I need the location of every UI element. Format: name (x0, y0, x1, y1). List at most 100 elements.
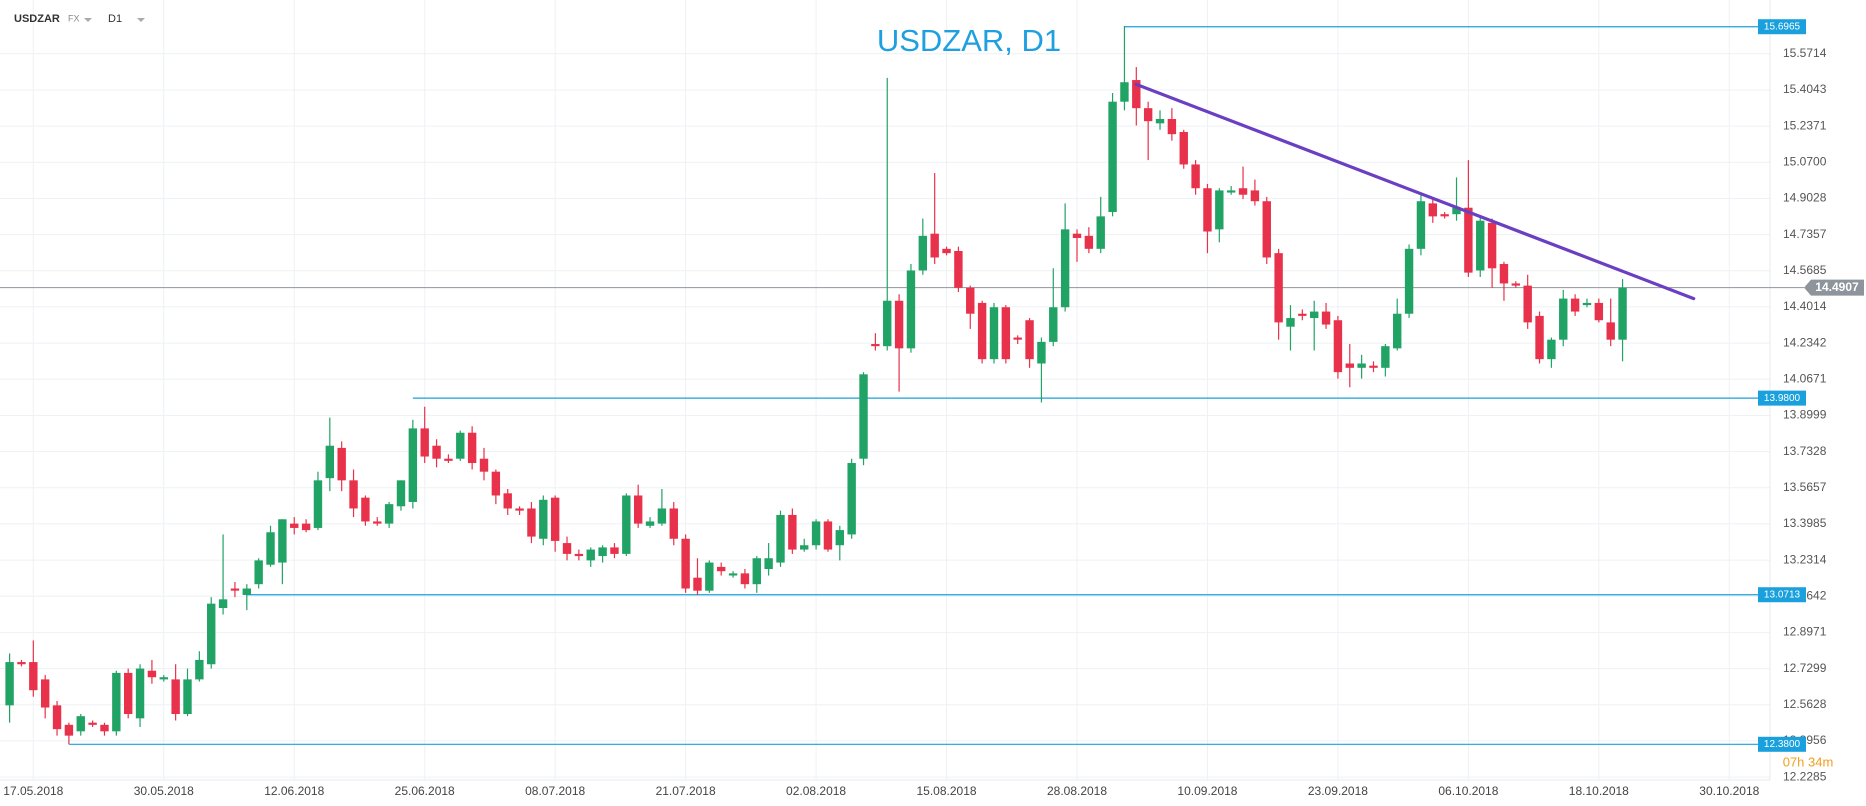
candle-body (420, 428, 429, 457)
candle-body (883, 300, 892, 347)
candle-body (1250, 190, 1260, 202)
candle-body (1215, 190, 1224, 230)
candle-body (1404, 248, 1414, 314)
x-tick-label: 18.10.2018 (1569, 784, 1629, 798)
symbol[interactable]: USDZAR (14, 13, 60, 25)
x-tick-label: 30.10.2018 (1699, 784, 1759, 798)
candle-body (100, 724, 109, 732)
candle-body (1440, 214, 1449, 217)
candle-body (764, 558, 773, 570)
candle-body (823, 521, 833, 550)
y-tick-label: 15.5714 (1783, 46, 1827, 60)
candle-body (752, 558, 761, 585)
y-tick-label: 13.2314 (1783, 552, 1827, 566)
candle-body (527, 508, 536, 537)
candle-body (361, 497, 370, 522)
candle-body (1286, 318, 1295, 327)
candle-body (954, 250, 963, 288)
market-caret[interactable] (84, 18, 92, 22)
candle-body (1203, 188, 1212, 232)
candle-body (1179, 131, 1188, 165)
candle-body (349, 480, 358, 509)
candle-body (373, 521, 382, 524)
candle-body (1072, 233, 1082, 239)
x-tick-label: 28.08.2018 (1047, 784, 1107, 798)
x-tick-label: 17.05.2018 (3, 784, 63, 798)
candle-body (52, 705, 62, 730)
x-tick-label: 12.06.2018 (264, 784, 324, 798)
candle-body (586, 549, 595, 561)
candle-body (396, 480, 406, 507)
candle-body (1369, 365, 1378, 368)
candle-body (1511, 283, 1521, 286)
market[interactable]: FX (68, 13, 80, 23)
candle-body (681, 538, 690, 589)
level-label-box (1758, 19, 1806, 35)
y-tick-label: 15.2371 (1783, 118, 1827, 132)
candle-body (1428, 203, 1437, 217)
candle-body (313, 480, 323, 528)
candle-body (1096, 216, 1105, 249)
candle-body (728, 573, 738, 576)
y-tick-label: 14.7357 (1783, 227, 1827, 241)
candle-body (207, 603, 216, 665)
y-tick-label: 13.7328 (1783, 444, 1827, 458)
candle-body (1060, 229, 1070, 308)
candles (5, 25, 1627, 745)
levels: 15.6965 13.9800 13.0713 12.3800 (0, 19, 1806, 752)
timeframe[interactable]: D1 (108, 13, 122, 25)
candle-body (1452, 207, 1461, 215)
candle-body (515, 508, 524, 511)
candle-body (918, 235, 928, 271)
candle-body (906, 270, 916, 349)
candle-body (788, 514, 797, 550)
candle-body (467, 432, 477, 464)
candle-body (1523, 285, 1532, 323)
candle-body (112, 672, 121, 732)
candle-body (325, 445, 335, 479)
candle-body (1547, 339, 1556, 360)
x-tick-label: 10.09.2018 (1177, 784, 1237, 798)
candle-body (717, 566, 726, 572)
x-tick-label: 25.06.2018 (395, 784, 455, 798)
x-tick-label: 08.07.2018 (525, 784, 585, 798)
y-tick-label: 12.5628 (1783, 697, 1827, 711)
candle-body (1037, 341, 1046, 364)
candle-body (1120, 82, 1129, 102)
candle-body (278, 519, 287, 563)
trendline (1134, 82, 1696, 301)
candle-body (1262, 201, 1271, 258)
y-tick-label: 14.5685 (1783, 263, 1827, 277)
candle-body (1416, 201, 1426, 249)
candle-body (562, 543, 572, 554)
candle-body (1582, 302, 1592, 306)
y-tick-label: 14.2342 (1783, 335, 1827, 349)
candle-body (1499, 263, 1509, 284)
candle-body (408, 428, 418, 502)
candle-body (1013, 337, 1022, 340)
candle-body (456, 432, 465, 459)
candle-body (1393, 313, 1402, 349)
last-price-box (1804, 279, 1864, 296)
candle-body (539, 499, 548, 539)
candle-body (1333, 320, 1343, 373)
candle-body (290, 523, 299, 528)
candle-body (1025, 320, 1034, 360)
y-tick-label: 13.3985 (1783, 516, 1827, 530)
candle-body (266, 532, 275, 565)
candle-body (847, 463, 856, 535)
candle-body (384, 504, 394, 524)
y-tick-label: 14.4014 (1783, 299, 1827, 313)
level-label: 12.3800 (1764, 739, 1801, 750)
timeframe-caret[interactable] (137, 18, 145, 22)
candle-body (1084, 235, 1094, 249)
candle-body (776, 514, 785, 563)
x-tick-label: 30.05.2018 (134, 784, 194, 798)
candle-body (633, 495, 643, 524)
candle-body (942, 248, 951, 254)
x-tick-label: 15.08.2018 (917, 784, 977, 798)
candle-body (1357, 363, 1366, 368)
